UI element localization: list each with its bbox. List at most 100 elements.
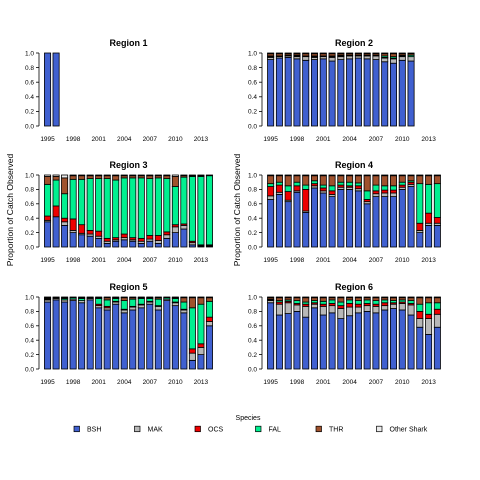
bar-segment-bsh-2008: [154, 309, 162, 370]
bar-segment-bsh-1998: [69, 300, 77, 370]
bar-segment-fal-2004: [346, 181, 354, 187]
bar-segment-fal-2002: [328, 299, 336, 304]
bar-segment-fal-2006: [363, 299, 371, 304]
bar-segment-other-shark-2007: [372, 174, 380, 177]
bar-segment-fal-2006: [137, 298, 145, 305]
bar-segment-thr-2003: [337, 175, 345, 183]
bar-segment-fal-2004: [120, 177, 128, 235]
bar-segment-mak-2004: [346, 55, 354, 60]
bar-segment-thr-2005: [354, 175, 362, 184]
bar-segment-bsh-2014: [433, 224, 441, 248]
bar-segment-fal-1999: [78, 178, 86, 226]
bar-segment-other-shark-2003: [337, 52, 345, 55]
bar-segment-ocs-2008: [381, 302, 389, 307]
bar-segment-mak-2011: [407, 56, 415, 62]
y-tick-label: 0.6: [248, 201, 257, 208]
bar-segment-ocs-2013: [425, 313, 433, 319]
bar-segment-thr-2003: [337, 297, 345, 303]
bar-segment-other-shark-1995: [44, 174, 52, 177]
bar-segment-mak-2005: [354, 306, 362, 314]
bar-segment-bsh-2003: [112, 303, 120, 370]
bar-segment-thr-1998: [293, 297, 301, 302]
x-tick-label: 2010: [395, 379, 410, 386]
bar-segment-fal-2006: [137, 177, 145, 239]
bar-segment-fal-2005: [354, 182, 362, 187]
bar-segment-bsh-2009: [389, 196, 397, 248]
x-tick-label: 2001: [91, 379, 106, 386]
legend-title: Species: [236, 415, 261, 422]
bar-segment-ocs-1997: [284, 191, 292, 201]
bar-segment-bsh-1997: [61, 224, 69, 248]
bars: [44, 52, 60, 127]
x-tick-label: 2004: [342, 379, 357, 386]
bar-segment-other-shark-2012: [188, 296, 196, 299]
bar-segment-bsh-1996: [275, 314, 283, 370]
bar-segment-other-shark-1996: [275, 52, 283, 55]
x-tick-label: 2007: [369, 379, 384, 386]
panel-title: Region 1: [109, 38, 147, 48]
bar-segment-fal-2013: [197, 176, 205, 246]
bar-segment-other-shark-2008: [154, 296, 162, 299]
bar-segment-mak-2004: [346, 306, 354, 317]
bar-segment-fal-1995: [44, 183, 52, 217]
panel-title: Region 5: [109, 282, 147, 292]
bar-segment-bsh-1999: [78, 302, 86, 370]
x-tick-label: 2001: [91, 136, 106, 143]
bar-segment-other-shark-2004: [346, 296, 354, 299]
bar-segment-bsh-2003: [337, 318, 345, 370]
bar-segment-bsh-2005: [354, 312, 362, 370]
bar-segment-bsh-2004: [346, 315, 354, 370]
y-tick-label: 0.8: [248, 65, 257, 72]
x-tick-label: 2001: [316, 379, 331, 386]
bar-segment-other-shark-1995: [267, 174, 275, 177]
bar-segment-thr-1997: [61, 177, 69, 195]
bar-segment-other-shark-2009: [389, 296, 397, 299]
bar-segment-ocs-2001: [95, 230, 103, 237]
bar-segment-other-shark-2006: [137, 296, 145, 299]
bar-segment-mak-2010: [398, 303, 406, 311]
panel-5: Region 5 0.0 0.2 0.4 0.6 0.8 1.0 1995 1998 2001 20…: [25, 282, 213, 386]
y-axis: 0.0 0.2 0.4 0.6 0.8 1.0: [25, 172, 40, 251]
bar-segment-ocs-2014: [433, 217, 441, 224]
y-tick-label: 1.0: [248, 172, 257, 179]
bar-segment-bsh-2006: [363, 310, 371, 370]
bar-segment-bsh-1997: [284, 201, 292, 248]
bar-segment-ocs-2012: [416, 222, 424, 231]
bar-segment-fal-2001: [95, 298, 103, 305]
bar-segment-fal-2005: [129, 298, 137, 307]
bar-segment-bsh-2008: [381, 309, 389, 370]
bar-segment-thr-1997: [284, 175, 292, 187]
bar-segment-bsh-1995: [267, 59, 275, 127]
y-tick-label: 0.0: [248, 244, 257, 251]
bar-segment-other-shark-1997: [284, 52, 292, 55]
x-tick-label: 2010: [395, 136, 410, 143]
legend-swatch-thr: [315, 425, 322, 433]
bar-segment-bsh-2009: [389, 62, 397, 127]
legend-swatch-mak: [134, 425, 141, 433]
bar-segment-other-shark-2004: [120, 174, 128, 177]
bar-segment-other-shark-2002: [328, 296, 336, 299]
bar-segment-fal-2014: [433, 183, 441, 218]
bar-segment-other-shark-2013: [197, 174, 205, 177]
y-tick-label: 0.8: [248, 187, 257, 194]
bar-segment-other-shark-2000: [86, 296, 94, 299]
bar-segment-bsh-2008: [154, 242, 162, 248]
bar-segment-bsh-1998: [69, 232, 77, 248]
y-tick-label: 0.6: [25, 323, 34, 330]
bar-segment-other-shark-1999: [302, 174, 310, 177]
bar-segment-thr-2009: [389, 297, 397, 302]
bar-segment-thr-2011: [180, 297, 188, 303]
bar-segment-other-shark-2011: [180, 174, 188, 177]
x-axis: 1995 1998 2001 2004 2007 2010 2013: [263, 379, 436, 386]
x-axis: 1995 1998 2001 2004 2007 2010 2013: [40, 257, 208, 264]
bar-segment-ocs-2001: [319, 187, 327, 192]
bar-segment-thr-2008: [381, 175, 389, 187]
legend-swatch-ocs: [194, 425, 201, 433]
y-tick-label: 0.4: [25, 338, 34, 345]
bar-segment-fal-2001: [95, 178, 103, 232]
bar-segment-fal-2003: [112, 179, 120, 239]
x-tick-label: 2010: [168, 136, 183, 143]
x-tick-label: 2013: [421, 136, 436, 143]
bar-segment-other-shark-1995: [44, 296, 52, 299]
bar-segment-ocs-2008: [154, 235, 162, 241]
